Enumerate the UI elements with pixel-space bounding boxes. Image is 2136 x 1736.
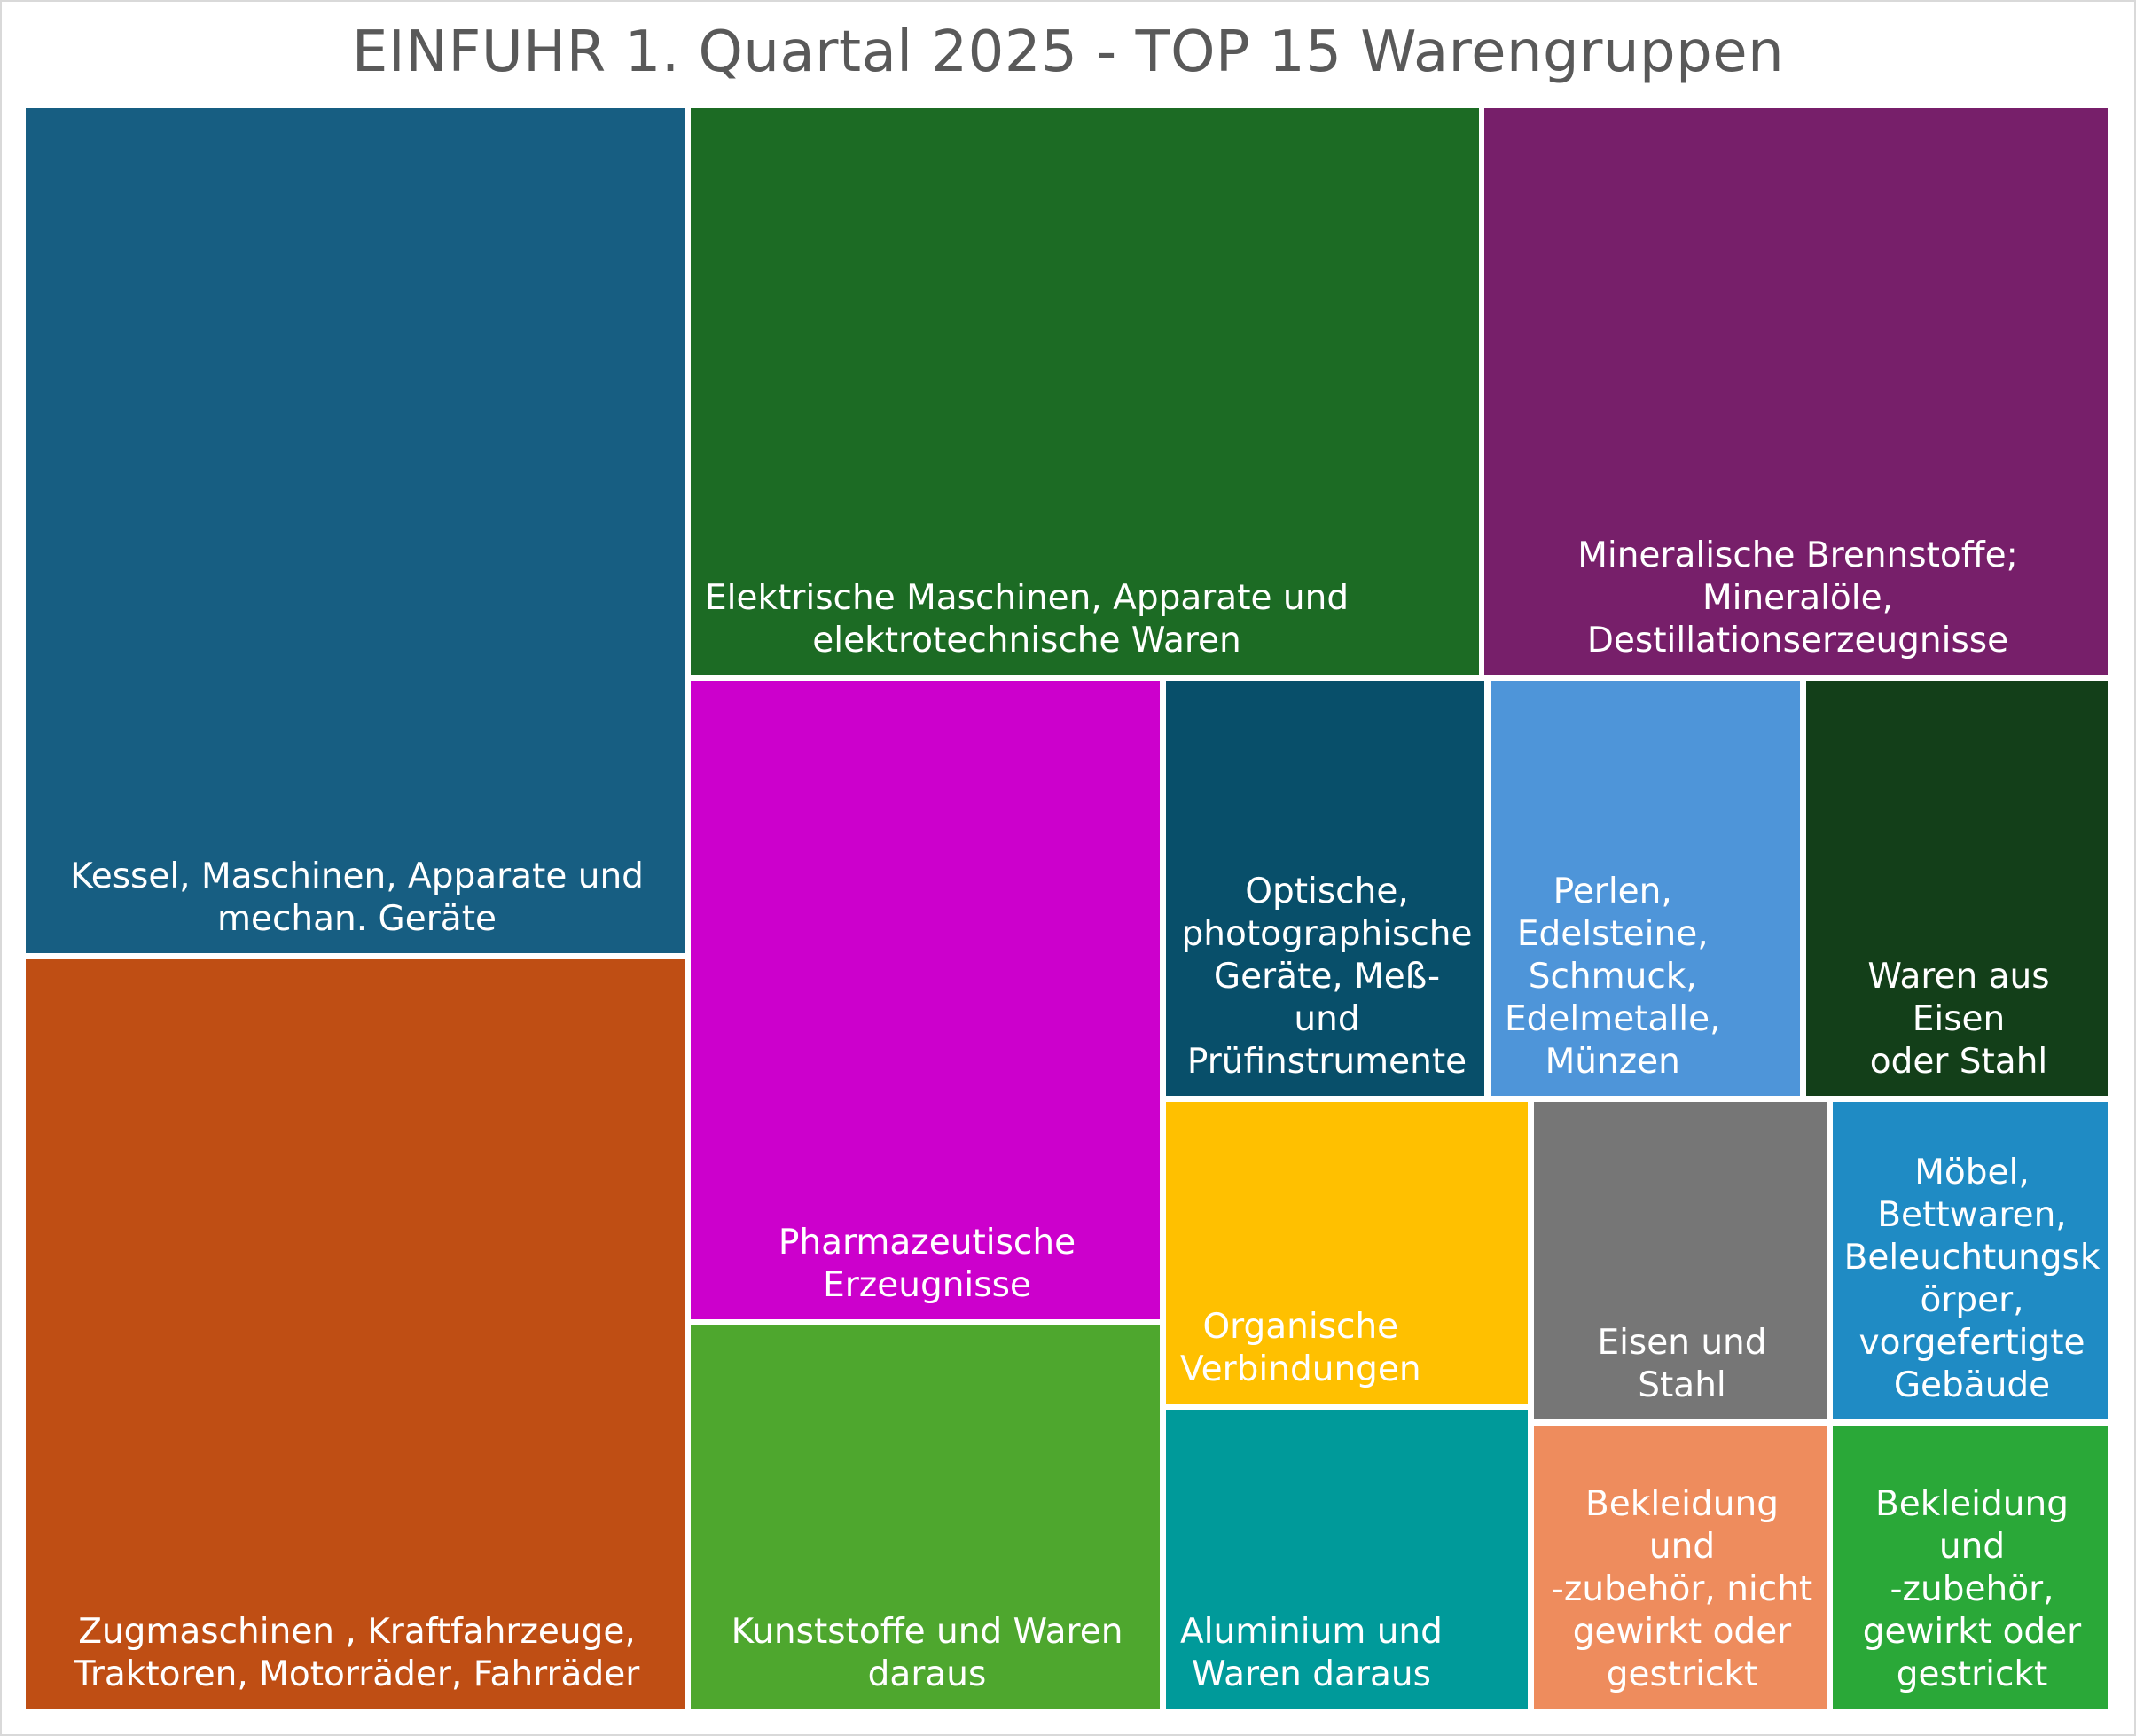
- treemap-tile-label: Kunststoffe und Waren daraus: [731, 1612, 1123, 1694]
- treemap-tile: Möbel, Bettwaren, Beleuchtungsk örper, v…: [1833, 1102, 2108, 1419]
- treemap-tile: Elektrische Maschinen, Apparate und elek…: [691, 108, 1479, 675]
- treemap-tile-label: Elektrische Maschinen, Apparate und elek…: [705, 578, 1350, 661]
- treemap-tile-label: Perlen, Edelsteine, Schmuck, Edelmetalle…: [1505, 872, 1721, 1082]
- treemap-tile-label: Waren aus Eisen oder Stahl: [1867, 957, 2050, 1082]
- treemap-tile: Kunststoffe und Waren daraus: [691, 1325, 1160, 1709]
- treemap-tile: Pharmazeutische Erzeugnisse: [691, 681, 1160, 1319]
- treemap-tile-label: Kessel, Maschinen, Apparate und mechan. …: [70, 856, 644, 939]
- treemap-tile: Perlen, Edelsteine, Schmuck, Edelmetalle…: [1491, 681, 1800, 1096]
- treemap-tile: Organische Verbindungen: [1166, 1102, 1528, 1404]
- treemap-tile-label: Bekleidung und -zubehör, gewirkt oder ge…: [1862, 1484, 2082, 1694]
- treemap-tile-label: Pharmazeutische Erzeugnisse: [778, 1223, 1076, 1305]
- treemap-tile-label: Organische Verbindungen: [1180, 1307, 1421, 1389]
- treemap-tile: Kessel, Maschinen, Apparate und mechan. …: [26, 108, 685, 953]
- treemap-tile-label: Bekleidung und -zubehör, nicht gewirkt o…: [1551, 1484, 1813, 1694]
- treemap-tile: Mineralische Brennstoffe; Mineralöle, De…: [1484, 108, 2108, 675]
- treemap-tile-label: Möbel, Bettwaren, Beleuchtungsk örper, v…: [1843, 1153, 2101, 1405]
- chart-title: EINFUHR 1. Quartal 2025 - TOP 15 Warengr…: [351, 20, 1785, 85]
- treemap-tile-label: Zugmaschinen , Kraftfahrzeuge, Traktoren…: [74, 1612, 640, 1694]
- treemap-tile-label: Aluminium und Waren daraus: [1180, 1612, 1443, 1694]
- treemap-tile: Bekleidung und -zubehör, gewirkt oder ge…: [1833, 1426, 2108, 1709]
- treemap-tile: Waren aus Eisen oder Stahl: [1806, 681, 2108, 1096]
- treemap-tile: Zugmaschinen , Kraftfahrzeuge, Traktoren…: [26, 959, 685, 1709]
- treemap-tile: Bekleidung und -zubehör, nicht gewirkt o…: [1534, 1426, 1827, 1709]
- treemap-tile: Aluminium und Waren daraus: [1166, 1410, 1528, 1709]
- treemap-tile: Optische, photographische Geräte, Meß- u…: [1166, 681, 1484, 1096]
- treemap-tile-label: Optische, photographische Geräte, Meß- u…: [1181, 872, 1473, 1082]
- treemap-tile: Eisen und Stahl: [1534, 1102, 1827, 1419]
- treemap-tile-label: Eisen und Stahl: [1597, 1323, 1767, 1405]
- treemap-tile-label: Mineralische Brennstoffe; Mineralöle, De…: [1577, 536, 2018, 661]
